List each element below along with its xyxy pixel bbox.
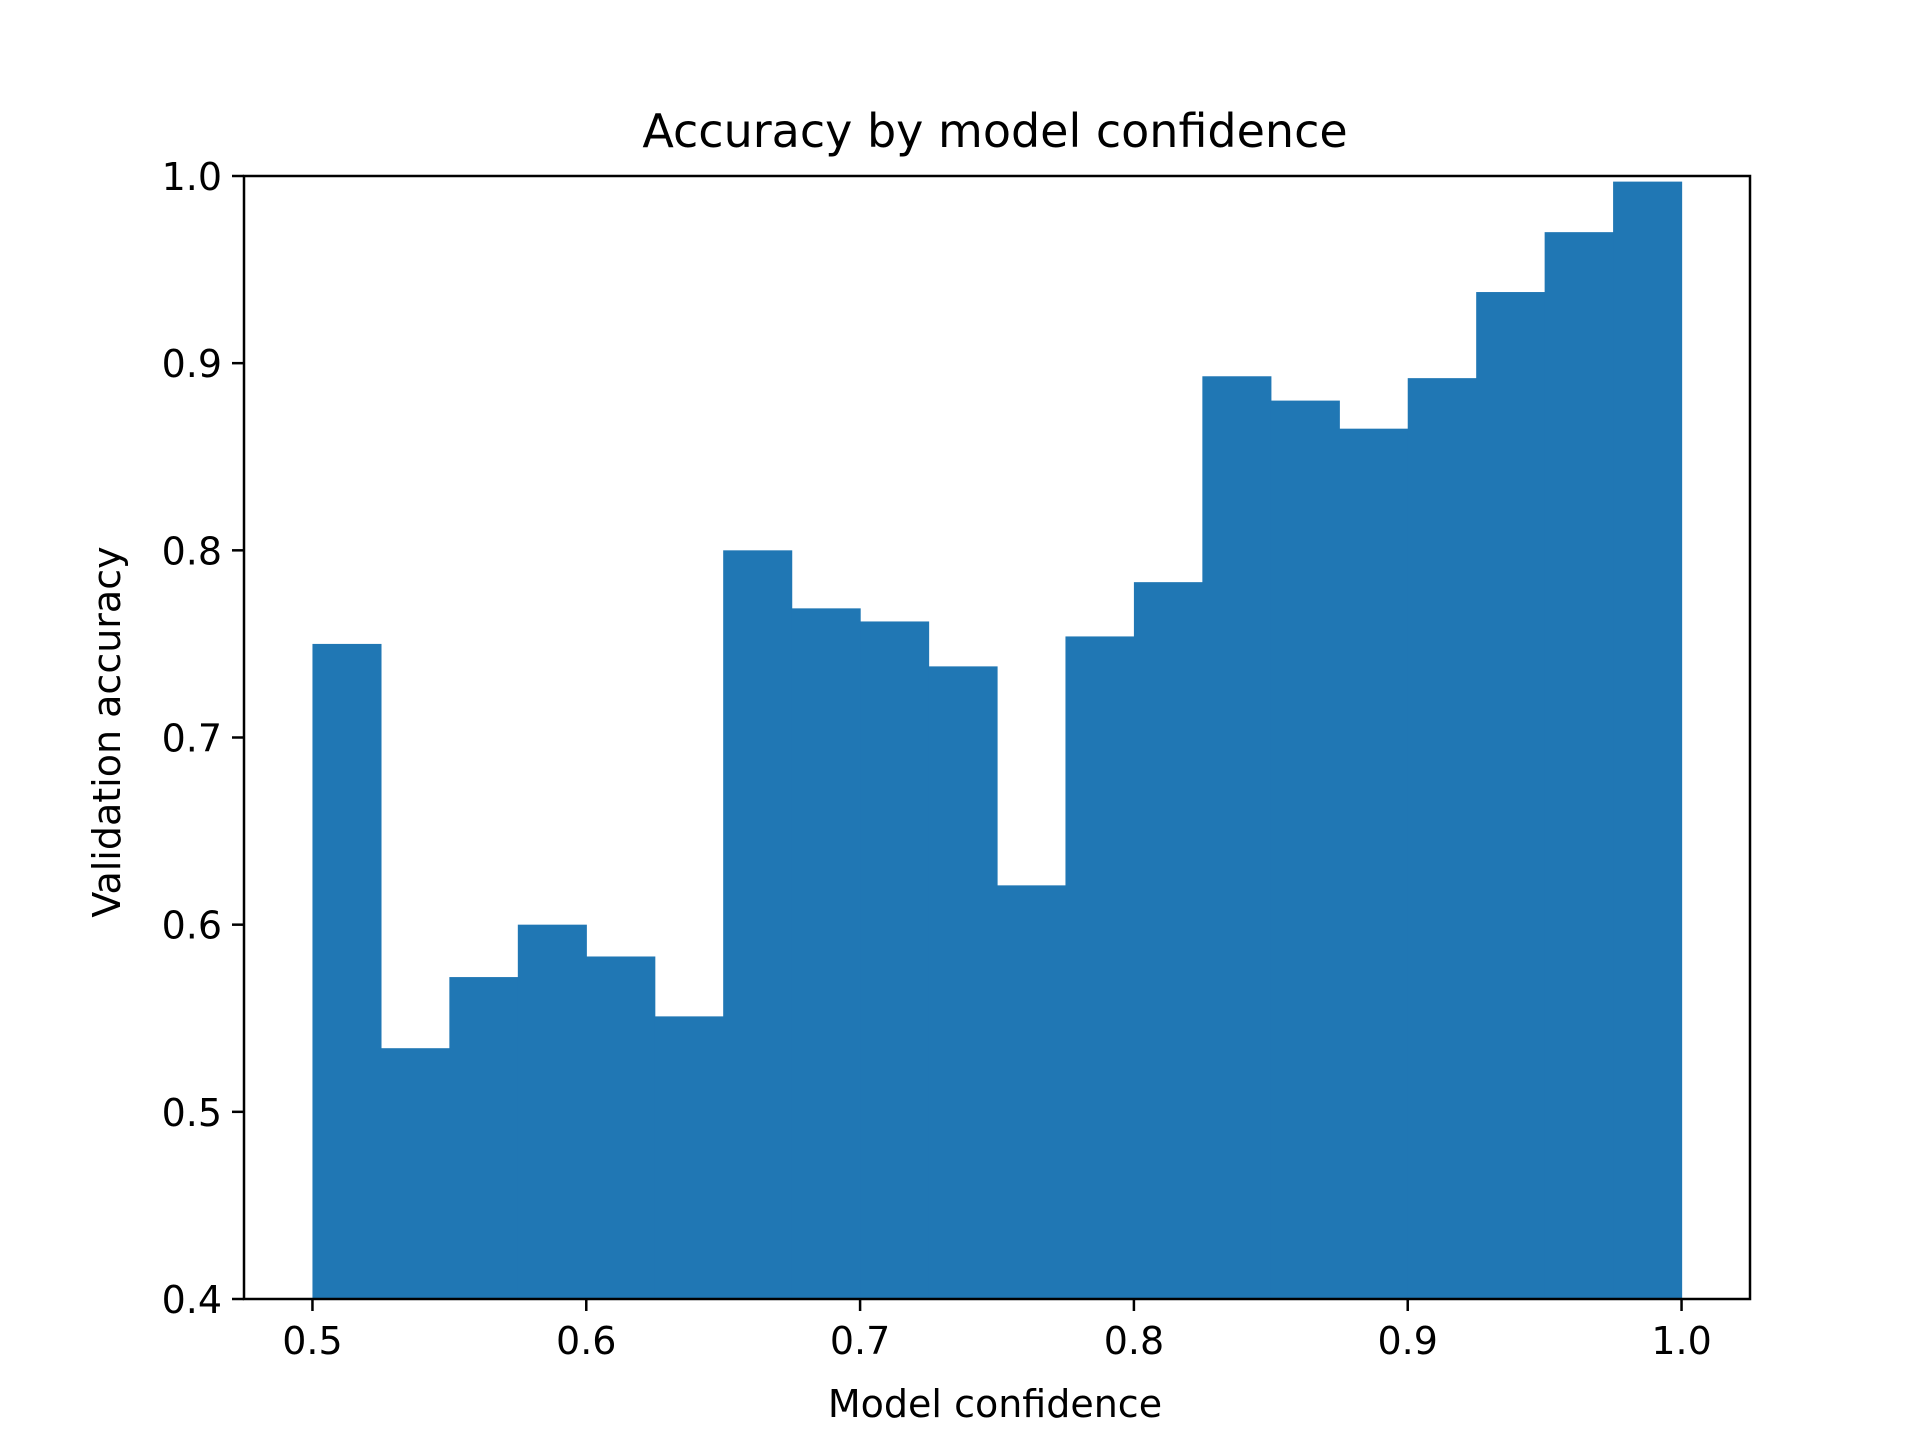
y-axis-label: Validation accuracy [85, 546, 129, 917]
bar-4 [586, 956, 656, 1299]
bar-1 [380, 1048, 450, 1299]
x-axis-label: Model confidence [828, 1382, 1162, 1426]
chart-title: Accuracy by model confidence [642, 104, 1347, 158]
bar-17 [1476, 292, 1546, 1299]
x-axis-ticks: 0.5 0.6 0.7 0.8 0.9 1.0 [282, 1299, 1712, 1363]
bar-0 [312, 643, 382, 1299]
bar-15 [1339, 428, 1409, 1299]
x-tick-label: 0.7 [830, 1319, 890, 1363]
x-tick-label: 0.8 [1104, 1319, 1164, 1363]
y-tick-label: 0.9 [162, 342, 222, 386]
bar-12 [1133, 582, 1203, 1299]
y-tick-label: 0.8 [162, 529, 222, 573]
bar-19 [1613, 181, 1683, 1300]
y-tick-label: 1.0 [162, 155, 222, 199]
bars-group [312, 181, 1683, 1300]
y-axis-ticks: 0.4 0.5 0.6 0.7 0.8 0.9 1.0 [162, 155, 244, 1322]
bar-3 [517, 924, 587, 1299]
y-tick-label: 0.7 [162, 717, 222, 761]
x-tick-label: 0.9 [1378, 1319, 1438, 1363]
bar-16 [1407, 378, 1477, 1299]
bar-9 [928, 666, 998, 1299]
bar-10 [997, 885, 1067, 1299]
x-tick-label: 1.0 [1651, 1319, 1711, 1363]
bar-11 [1065, 636, 1135, 1299]
x-tick-label: 0.6 [556, 1319, 616, 1363]
bar-2 [449, 977, 519, 1299]
y-tick-label: 0.5 [162, 1091, 222, 1135]
y-tick-label: 0.4 [162, 1278, 222, 1322]
x-tick-label: 0.5 [282, 1319, 342, 1363]
bar-7 [791, 608, 861, 1299]
bar-8 [860, 621, 930, 1299]
bar-18 [1544, 232, 1614, 1299]
bar-6 [723, 550, 793, 1299]
bar-13 [1202, 376, 1272, 1300]
bar-5 [654, 1016, 724, 1299]
y-tick-label: 0.6 [162, 904, 222, 948]
bar-14 [1270, 400, 1340, 1300]
